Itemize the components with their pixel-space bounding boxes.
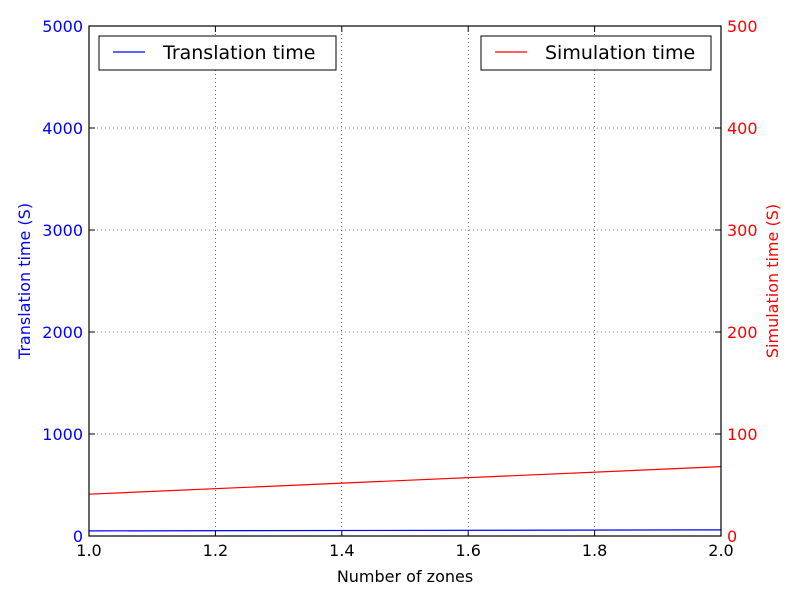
series-line-simulation-time xyxy=(88,466,722,495)
x-tick-label: 1.2 xyxy=(203,541,228,560)
x-axis: 1.0 1.2 1.4 1.6 1.8 2.0 xyxy=(76,26,734,560)
y-right-tick-label: 0 xyxy=(727,527,737,546)
series-line-translation-time xyxy=(88,529,722,532)
x-axis-title: Number of zones xyxy=(337,567,473,586)
y-axis-right: 0 100 200 300 400 500 xyxy=(715,17,758,546)
legend-translation-box xyxy=(98,35,337,71)
grid-lines xyxy=(89,26,721,536)
y-right-axis-title: Simulation time (S) xyxy=(763,204,782,358)
legend-translation: Translation time xyxy=(98,35,337,71)
legend-simulation-box xyxy=(480,35,712,71)
x-tick-label: 1.0 xyxy=(76,541,101,560)
x-tick-label: 1.8 xyxy=(582,541,607,560)
x-tick-label: 2.0 xyxy=(708,541,733,560)
y-left-tick-label: 2000 xyxy=(42,323,83,342)
y-axis-left: 0 1000 2000 3000 4000 5000 xyxy=(42,17,95,546)
legend-simulation-label: Simulation time xyxy=(545,42,695,64)
series-layer xyxy=(88,466,722,532)
y-left-axis-title: Translation time (S) xyxy=(15,203,34,360)
x-tick-label: 1.6 xyxy=(455,541,480,560)
y-right-tick-label: 100 xyxy=(727,425,758,444)
y-left-tick-label: 0 xyxy=(73,527,83,546)
y-left-tick-label: 3000 xyxy=(42,221,83,240)
legend-translation-label: Translation time xyxy=(162,42,316,64)
plot-frame xyxy=(88,25,722,537)
y-right-tick-label: 300 xyxy=(727,221,758,240)
y-left-tick-label: 4000 xyxy=(42,119,83,138)
y-right-tick-label: 500 xyxy=(727,17,758,36)
legend-simulation: Simulation time xyxy=(480,35,712,71)
x-tick-label: 1.4 xyxy=(329,541,354,560)
y-left-tick-label: 5000 xyxy=(42,17,83,36)
y-left-tick-label: 1000 xyxy=(42,425,83,444)
y-right-tick-label: 200 xyxy=(727,323,758,342)
y-right-tick-label: 400 xyxy=(727,119,758,138)
